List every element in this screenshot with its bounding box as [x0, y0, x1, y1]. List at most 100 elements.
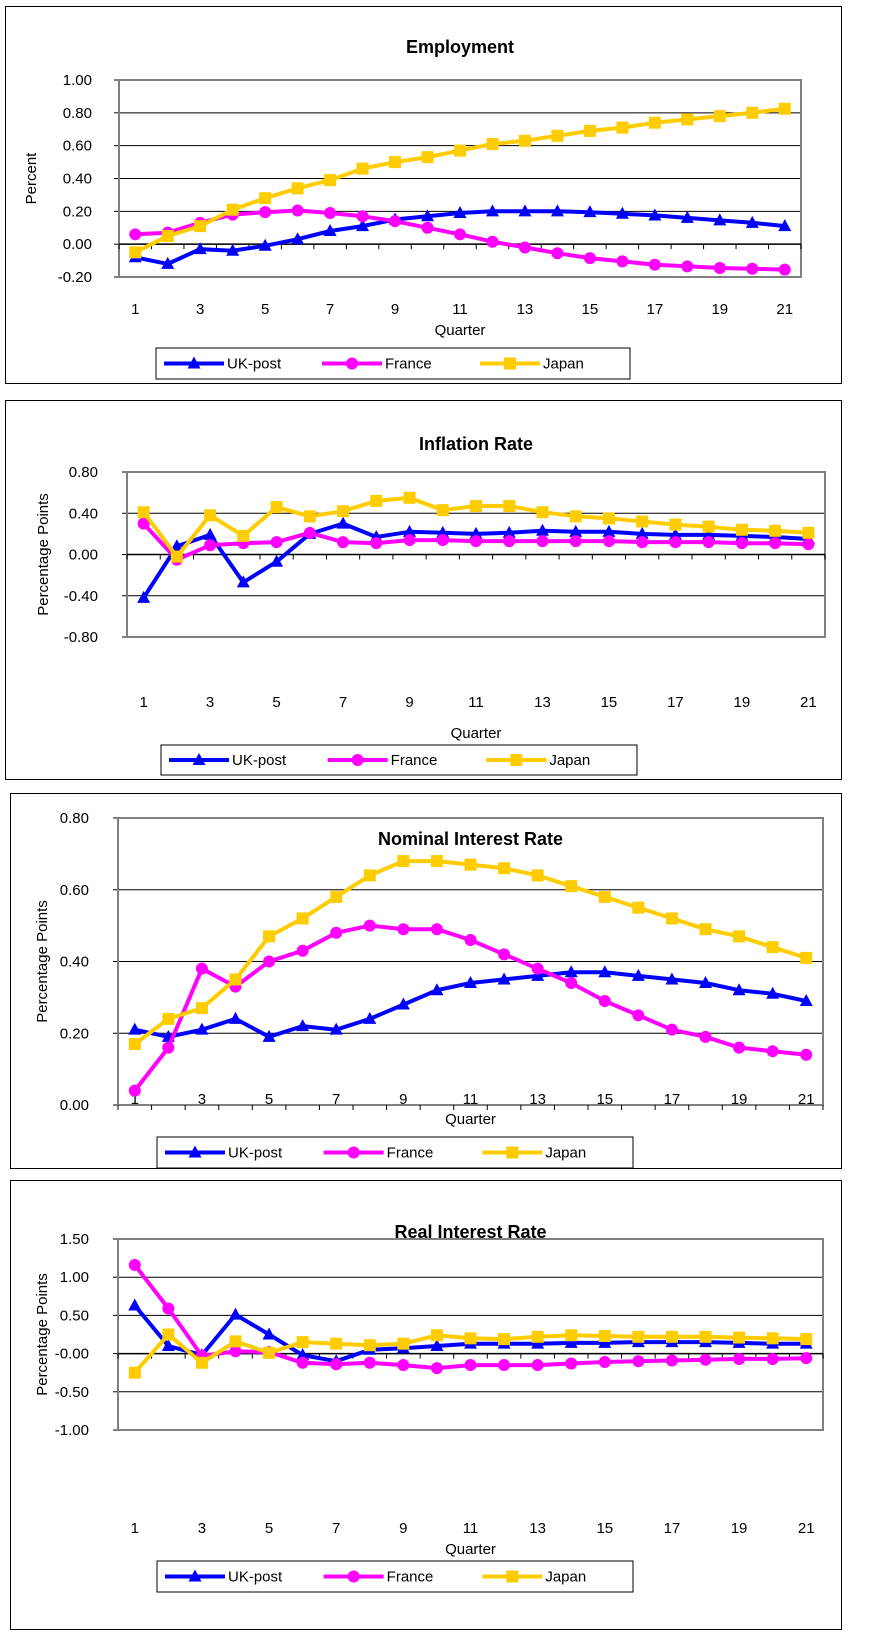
y-tick-label: 1.50: [60, 1231, 89, 1248]
data-point: [330, 890, 343, 903]
legend-item: UK-post: [165, 1569, 283, 1586]
chart-title: Nominal Interest Rate: [378, 829, 563, 849]
chart-panel-nominal-interest: Nominal Interest Rate 0.00 0.20 0.40 0.60 0.8…: [10, 793, 842, 1169]
data-point: [464, 858, 477, 871]
legend-marker: [188, 1569, 202, 1582]
data-point: [263, 955, 276, 968]
data-point: [583, 205, 597, 218]
data-point: [665, 912, 678, 925]
x-tick-label: 1: [139, 694, 147, 711]
legend-marker: [510, 754, 523, 766]
data-point: [569, 535, 582, 548]
data-point: [602, 524, 616, 537]
data-point: [632, 1355, 645, 1368]
data-point: [137, 590, 151, 603]
data-point: [766, 1332, 779, 1345]
data-point: [389, 156, 402, 169]
data-point: [195, 1002, 208, 1015]
series-france: [129, 204, 791, 276]
data-point: [296, 944, 309, 957]
legend-item: UK-post: [165, 1145, 283, 1162]
data-point: [503, 500, 516, 513]
data-point: [518, 241, 531, 254]
data-point: [296, 1356, 309, 1369]
chart-svg-inflation: Inflation Rate-0.80-0.400.000.400.801 3 5 7…: [35, 434, 826, 776]
data-point: [565, 1329, 578, 1342]
x-tick-label: 3: [198, 1520, 206, 1537]
data-point: [161, 256, 175, 269]
data-point: [421, 209, 435, 222]
legend-label: UK-post: [228, 1569, 283, 1586]
x-tick-label: 13: [529, 1091, 546, 1108]
data-point: [583, 124, 596, 137]
data-point: [632, 1009, 645, 1022]
legend-box: [156, 1136, 634, 1169]
data-point: [469, 526, 483, 539]
data-point: [270, 501, 283, 514]
data-point: [536, 506, 549, 519]
chart-svg-real-interest: Real Interest Rate -1.00 -0.50 -0.00 0.50 1.0…: [34, 1222, 824, 1593]
data-point: [363, 869, 376, 882]
y-tick-label: 0.80: [63, 105, 92, 122]
legend-label: Japan: [545, 1569, 586, 1586]
x-tick-label: 7: [332, 1091, 340, 1108]
data-point: [337, 505, 350, 518]
data-point: [403, 491, 416, 504]
y-tick-label: 1.00: [60, 1269, 89, 1286]
data-point: [681, 260, 694, 273]
legend: UK-post France Japan: [155, 347, 631, 380]
y-axis-label: Percentage Points: [35, 493, 52, 616]
legend-marker: [351, 754, 364, 766]
data-point: [454, 228, 466, 241]
y-axis-label: Percent: [23, 152, 40, 205]
data-point: [800, 1333, 813, 1346]
legend-marker: [188, 1145, 202, 1158]
data-point: [161, 229, 174, 242]
data-point: [259, 192, 272, 205]
data-point: [324, 174, 337, 187]
data-point: [170, 550, 183, 563]
x-tick-label: 3: [206, 694, 214, 711]
data-point: [598, 1330, 611, 1343]
data-point: [403, 534, 416, 547]
data-point: [195, 1356, 208, 1369]
data-point: [330, 1337, 343, 1350]
data-point: [389, 215, 402, 228]
y-tick-label: 0.80: [69, 464, 98, 481]
data-point: [162, 1012, 175, 1025]
x-tick-label: 1: [131, 301, 139, 318]
data-point: [564, 965, 578, 978]
data-point: [303, 510, 316, 523]
data-point: [421, 221, 434, 234]
data-point: [323, 224, 337, 237]
data-point: [129, 246, 142, 259]
chart-panel-real-interest: Real Interest Rate -1.00 -0.50 -0.00 0.50 1.0…: [10, 1180, 842, 1630]
y-tick-label: -0.40: [64, 588, 98, 605]
data-point: [733, 930, 746, 943]
x-axis-label: Quarter: [435, 322, 486, 339]
data-point: [598, 965, 612, 978]
legend-marker: [346, 357, 358, 370]
data-point: [229, 1011, 242, 1024]
data-point: [162, 1041, 175, 1054]
y-tick-label: 0.50: [60, 1307, 89, 1324]
chart-title: Employment: [406, 37, 514, 57]
data-point: [531, 962, 544, 975]
data-point: [733, 1352, 746, 1365]
legend-item: France: [322, 356, 432, 373]
legend-box: [160, 744, 638, 776]
data-point: [713, 261, 726, 274]
data-point: [397, 855, 410, 868]
data-point: [436, 525, 450, 538]
data-point: [193, 242, 207, 255]
data-point: [330, 926, 343, 939]
data-point: [800, 1352, 813, 1365]
y-tick-label: -1.00: [55, 1422, 89, 1439]
data-point: [665, 1023, 678, 1036]
legend-label: Japan: [543, 356, 584, 373]
data-point: [363, 1356, 376, 1369]
y-tick-label: 0.40: [69, 505, 98, 522]
data-point: [502, 525, 516, 538]
x-tick-label: 19: [711, 301, 728, 318]
data-point: [454, 144, 466, 157]
